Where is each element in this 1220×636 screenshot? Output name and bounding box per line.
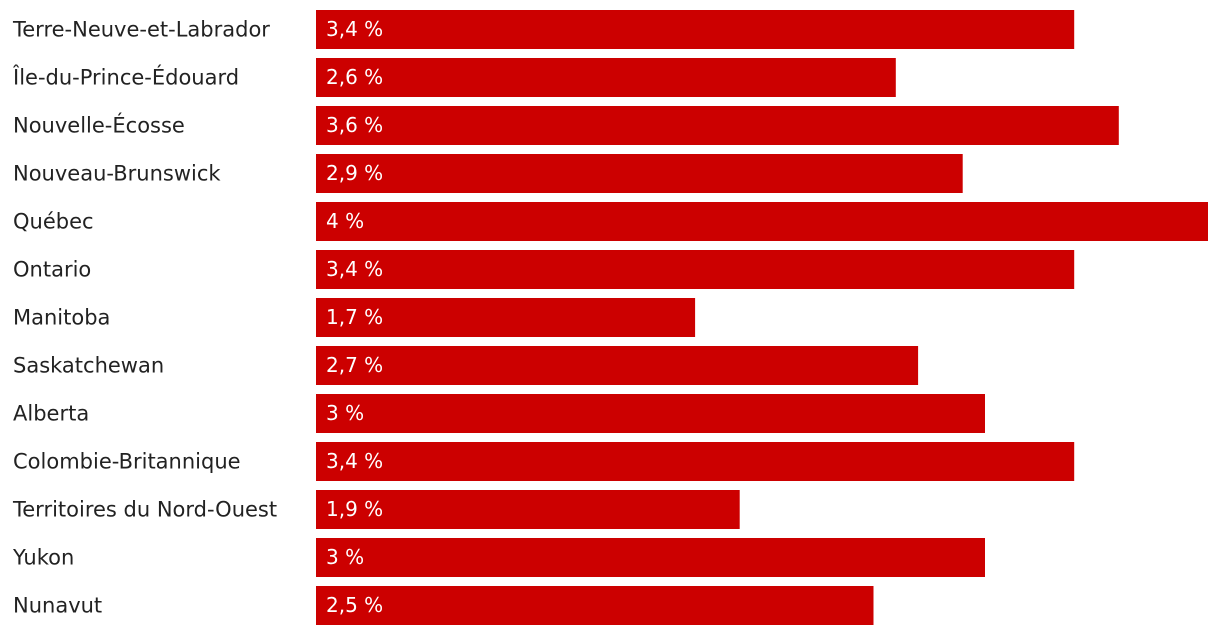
value-label: 1,9 %: [326, 497, 383, 521]
value-label: 3,4 %: [326, 257, 383, 281]
category-label: Ontario: [13, 258, 91, 282]
category-label: Alberta: [13, 402, 89, 426]
bar: [316, 394, 985, 433]
category-label: Île-du-Prince-Édouard: [12, 65, 239, 90]
value-label: 3 %: [326, 401, 364, 425]
category-label: Nouvelle-Écosse: [13, 113, 185, 138]
category-label: Territoires du Nord-Ouest: [12, 498, 277, 522]
value-label: 2,7 %: [326, 353, 383, 377]
category-label: Yukon: [12, 546, 74, 570]
bar: [316, 154, 963, 193]
bar: [316, 442, 1075, 481]
bar: [316, 298, 696, 337]
value-label: 2,6 %: [326, 65, 383, 89]
bar: [316, 10, 1075, 49]
category-label: Saskatchewan: [13, 354, 164, 378]
category-label: Nunavut: [13, 594, 102, 618]
bar: [316, 106, 1119, 145]
bar: [316, 490, 740, 529]
category-label: Québec: [13, 210, 94, 234]
bar: [316, 346, 919, 385]
value-label: 3,4 %: [326, 17, 383, 41]
value-label: 3,4 %: [326, 449, 383, 473]
category-label: Terre-Neuve-et-Labrador: [12, 18, 270, 42]
value-label: 2,9 %: [326, 161, 383, 185]
bar: [316, 538, 985, 577]
value-label: 3,6 %: [326, 113, 383, 137]
category-label: Nouveau-Brunswick: [13, 162, 221, 186]
category-label: Colombie-Britannique: [13, 450, 241, 474]
category-label: Manitoba: [13, 306, 110, 330]
value-label: 1,7 %: [326, 305, 383, 329]
bar: [316, 58, 896, 97]
value-label: 4 %: [326, 209, 364, 233]
value-label: 2,5 %: [326, 593, 383, 617]
bar: [316, 586, 874, 625]
value-label: 3 %: [326, 545, 364, 569]
bar: [316, 250, 1075, 289]
bar: [316, 202, 1208, 241]
